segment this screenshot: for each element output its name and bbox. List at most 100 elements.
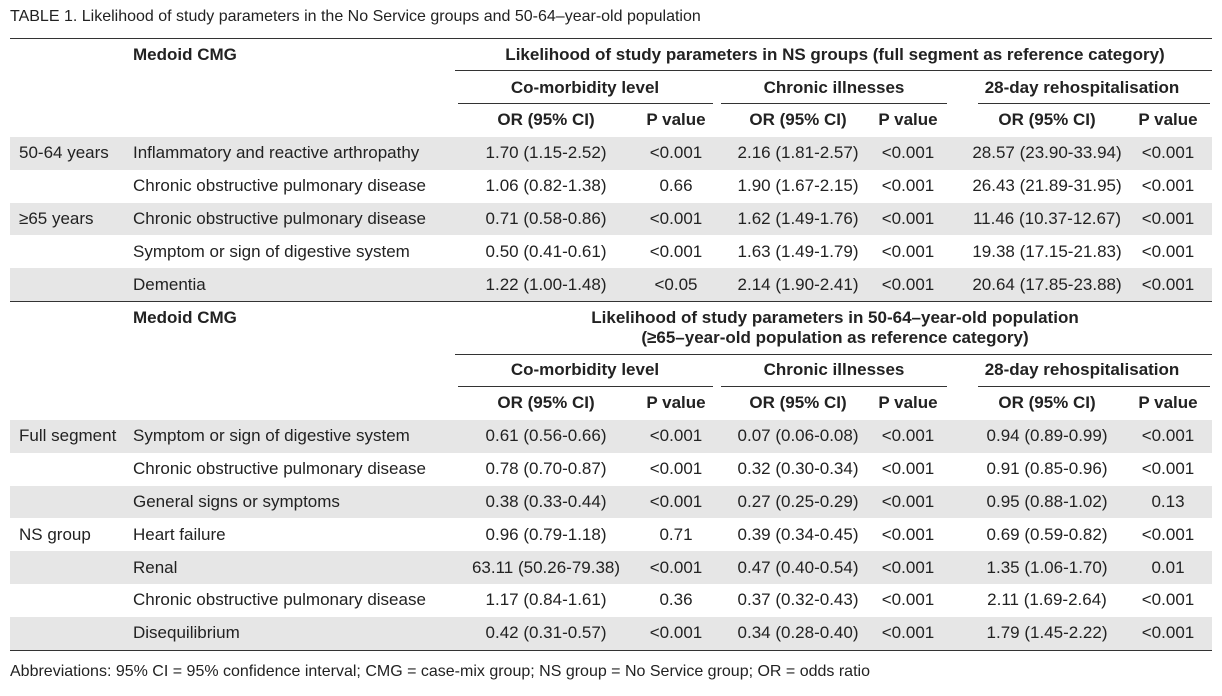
- p-value: <0.001: [649, 209, 703, 228]
- row-shade: [10, 420, 1212, 453]
- p-value: <0.001: [1141, 524, 1195, 544]
- row-shade: [10, 485, 1212, 519]
- rule: [458, 386, 713, 387]
- column-header: OR (95% CI): [998, 110, 1096, 129]
- column-header: P value: [646, 393, 706, 412]
- column-header: OR (95% CI): [497, 110, 595, 129]
- rule: [721, 386, 947, 387]
- odds-ratio: 11.46 (10.37-12.67): [972, 209, 1122, 228]
- p-value: <0.001: [649, 426, 703, 446]
- rule: [10, 301, 1212, 302]
- table-title: TABLE 1. Likelihood of study parameters …: [10, 8, 701, 25]
- odds-ratio: 0.47 (0.40-0.54): [737, 557, 859, 577]
- rule: [978, 103, 1210, 104]
- cmg-name: Chronic obstructive pulmonary disease: [133, 459, 426, 479]
- p-value: <0.001: [1141, 623, 1195, 643]
- p-value: <0.001: [1141, 176, 1195, 196]
- rule: [455, 70, 1212, 71]
- odds-ratio: 0.07 (0.06-0.08): [737, 426, 859, 446]
- odds-ratio: 2.16 (1.81-2.57): [737, 143, 859, 163]
- odds-ratio: 1.62 (1.49-1.76): [737, 209, 859, 228]
- p-value: 0.36: [659, 590, 693, 610]
- p-value: <0.001: [881, 623, 935, 643]
- p-value: <0.001: [881, 590, 935, 610]
- odds-ratio: 63.11 (50.26-79.38): [471, 557, 621, 577]
- odds-ratio: 1.17 (0.84-1.61): [485, 590, 607, 610]
- odds-ratio: 28.57 (23.90-33.94): [972, 143, 1122, 163]
- column-header: OR (95% CI): [998, 393, 1096, 412]
- odds-ratio: 0.91 (0.85-0.96): [986, 459, 1108, 479]
- p-value: <0.001: [649, 241, 703, 261]
- cmg-name: Inflammatory and reactive arthropathy: [133, 143, 420, 163]
- odds-ratio: 1.90 (1.67-2.15): [737, 176, 859, 196]
- p-value: <0.001: [881, 557, 935, 577]
- subgroup-header: 28-day rehospitalisation: [984, 78, 1180, 97]
- p-value: <0.001: [649, 143, 703, 163]
- odds-ratio: 0.32 (0.30-0.34): [737, 459, 859, 479]
- p-value: 0.01: [1151, 557, 1185, 577]
- cmg-header: Medoid CMG: [133, 308, 237, 327]
- odds-ratio: 0.95 (0.88-1.02): [986, 492, 1108, 511]
- cmg-header: Medoid CMG: [133, 45, 237, 64]
- rule: [721, 103, 947, 104]
- odds-ratio: 1.06 (0.82-1.38): [485, 176, 607, 196]
- cmg-name: Disequilibrium: [133, 623, 240, 643]
- group-header: (≥65–year-old population as reference ca…: [641, 328, 1029, 347]
- column-header: P value: [1138, 393, 1198, 412]
- subgroup-header: 28-day rehospitalisation: [984, 360, 1180, 379]
- rule: [10, 650, 1212, 651]
- p-value: 0.71: [659, 524, 693, 544]
- p-value: <0.001: [1141, 274, 1195, 294]
- p-value: <0.001: [1141, 459, 1195, 479]
- p-value: <0.001: [881, 209, 935, 228]
- row-shade: [10, 202, 1212, 236]
- odds-ratio: 0.69 (0.59-0.82): [986, 524, 1108, 544]
- odds-ratio: 0.71 (0.58-0.86): [485, 209, 607, 228]
- odds-ratio: 1.63 (1.49-1.79): [737, 241, 859, 261]
- cmg-name: Chronic obstructive pulmonary disease: [133, 176, 426, 196]
- row-group: Full segment: [19, 426, 117, 446]
- cmg-name: Renal: [133, 557, 178, 577]
- p-value: <0.001: [881, 241, 935, 261]
- odds-ratio: 0.78 (0.70-0.87): [485, 459, 607, 479]
- cmg-name: Symptom or sign of digestive system: [133, 426, 410, 446]
- odds-ratio: 0.61 (0.56-0.66): [485, 426, 607, 446]
- odds-ratio: 1.70 (1.15-2.52): [485, 143, 607, 163]
- p-value: <0.001: [881, 459, 935, 479]
- footnote: Abbreviations: 95% CI = 95% confidence i…: [10, 663, 870, 680]
- p-value: <0.001: [1141, 209, 1195, 228]
- rule: [10, 38, 1212, 39]
- odds-ratio: 26.43 (21.89-31.95): [972, 176, 1122, 196]
- row-group: ≥65 years: [19, 209, 94, 228]
- p-value: <0.001: [1141, 590, 1195, 610]
- p-value: 0.13: [1151, 492, 1185, 511]
- subgroup-header: Chronic illnesses: [763, 360, 905, 379]
- cmg-name: Chronic obstructive pulmonary disease: [133, 209, 426, 228]
- p-value: <0.001: [1141, 241, 1195, 261]
- rule: [458, 103, 713, 104]
- odds-ratio: 2.11 (1.69-2.64): [987, 590, 1107, 610]
- cmg-name: Heart failure: [133, 524, 226, 544]
- p-value: <0.001: [649, 557, 703, 577]
- cmg-name: General signs or symptoms: [133, 492, 340, 511]
- odds-ratio: 0.27 (0.25-0.29): [737, 492, 859, 511]
- column-header: OR (95% CI): [749, 110, 847, 129]
- p-value: <0.001: [649, 623, 703, 643]
- p-value: <0.001: [881, 426, 935, 446]
- row-shade: [10, 268, 1212, 301]
- column-header: OR (95% CI): [497, 393, 595, 412]
- cmg-name: Symptom or sign of digestive system: [133, 241, 410, 261]
- odds-ratio: 0.42 (0.31-0.57): [485, 623, 607, 643]
- cmg-name: Chronic obstructive pulmonary disease: [133, 590, 426, 610]
- odds-ratio: 0.94 (0.89-0.99): [986, 426, 1108, 446]
- column-header: P value: [878, 393, 938, 412]
- odds-ratio: 0.37 (0.32-0.43): [737, 590, 859, 610]
- row-shade: [10, 616, 1212, 650]
- p-value: <0.001: [649, 459, 703, 479]
- p-value: <0.001: [881, 274, 935, 294]
- p-value: <0.05: [654, 274, 698, 294]
- odds-ratio: 19.38 (17.15-21.83): [972, 241, 1122, 261]
- column-header: OR (95% CI): [749, 393, 847, 412]
- column-header: P value: [878, 110, 938, 129]
